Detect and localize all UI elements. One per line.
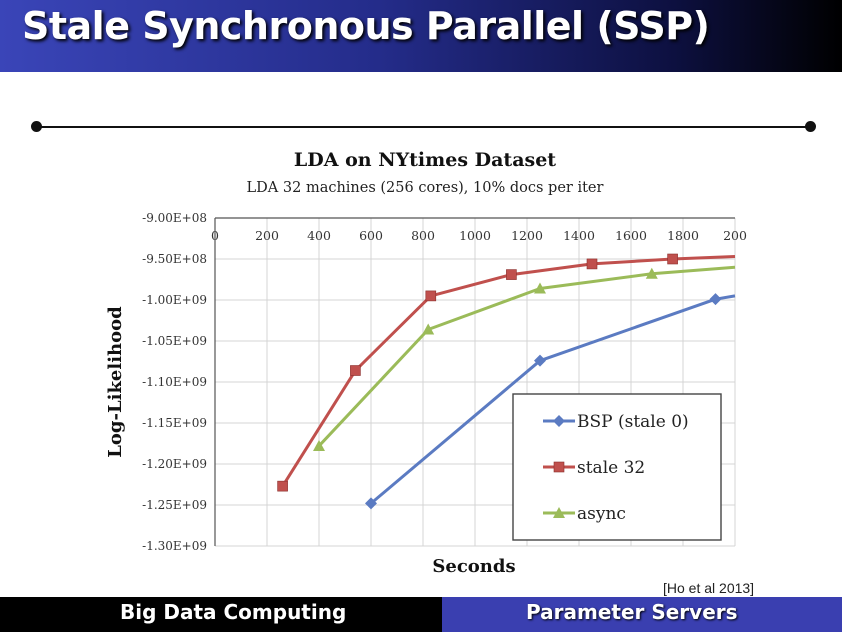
title-bar (0, 0, 842, 72)
y-tick-label: -9.50E+08 (142, 252, 207, 266)
footer-course-title: Big Data Computing (120, 600, 347, 624)
data-point-stale-32 (277, 480, 288, 492)
x-tick-label: 600 (359, 228, 383, 243)
data-point-stale-32 (506, 269, 517, 280)
series (277, 253, 736, 510)
legend-marker-bsp-stale-0 (553, 415, 565, 427)
legend: BSP (stale 0) stale 32 async (512, 393, 722, 541)
data-point-bsp-stale-0 (709, 293, 722, 306)
y-tick-label: -1.30E+09 (142, 539, 207, 553)
divider-left-dot (31, 121, 42, 132)
y-tick-label: -1.00E+09 (142, 293, 207, 307)
y-tick-label: -9.00E+08 (142, 211, 207, 225)
divider-right-dot (805, 121, 816, 132)
footer-topic: Parameter Servers (526, 600, 738, 624)
y-axis-label: Log-Likelihood (105, 306, 126, 458)
lda-chart: LDA on NYtimes Dataset LDA 32 machines (… (105, 149, 747, 577)
x-tick-label: 1600 (615, 228, 647, 243)
x-tick-label: 200 (723, 228, 747, 243)
x-tick-label: 1200 (511, 228, 543, 243)
legend-marker-async (553, 507, 565, 518)
data-point-stale-32 (667, 253, 678, 265)
chart-subtitle: LDA 32 machines (256 cores), 10% docs pe… (247, 180, 604, 196)
x-axis-label: Seconds (432, 556, 515, 577)
axes: -9.00E+08 -9.50E+08 -1.00E+09 -1.05E+09 -1.1… (142, 211, 747, 553)
legend-label-stale-32: stale 32 (577, 458, 645, 478)
data-point-stale-32 (350, 365, 361, 376)
divider-line (36, 126, 810, 128)
data-point-async (534, 282, 546, 294)
slide-title: Stale Synchronous Parallel (SSP) (22, 4, 710, 48)
data-point-stale-32 (586, 258, 598, 270)
y-tick-label: -1.05E+09 (142, 334, 207, 348)
x-tick-label: 400 (307, 228, 331, 243)
series-line-bsp-stale-0 (370, 294, 736, 505)
data-point-async (422, 323, 435, 335)
data-point-bsp-stale-0 (365, 497, 377, 510)
y-tick-label: -1.10E+09 (142, 375, 207, 389)
x-tick-label: 1400 (563, 228, 595, 243)
legend-label-bsp-stale-0: BSP (stale 0) (577, 412, 689, 432)
x-tick-label: 800 (411, 228, 435, 243)
footer-left-bar (0, 597, 442, 632)
x-tick-label: 1000 (459, 228, 491, 243)
chart-title: LDA on NYtimes Dataset (294, 149, 556, 171)
y-tick-label: -1.15E+09 (142, 416, 207, 430)
citation: [Ho et al 2013] (663, 580, 755, 596)
legend-label-async: async (577, 504, 626, 524)
legend-marker-stale-32 (553, 461, 565, 473)
data-point-async (645, 267, 658, 279)
y-tick-label: -1.20E+09 (142, 457, 207, 471)
data-point-stale-32 (425, 290, 437, 302)
data-point-async (313, 439, 325, 451)
footer-right-bar (442, 597, 842, 632)
y-tick-label: -1.25E+09 (142, 498, 207, 512)
x-tick-label: 1800 (667, 228, 699, 243)
x-tick-label: 200 (255, 228, 279, 243)
data-point-bsp-stale-0 (534, 354, 546, 367)
